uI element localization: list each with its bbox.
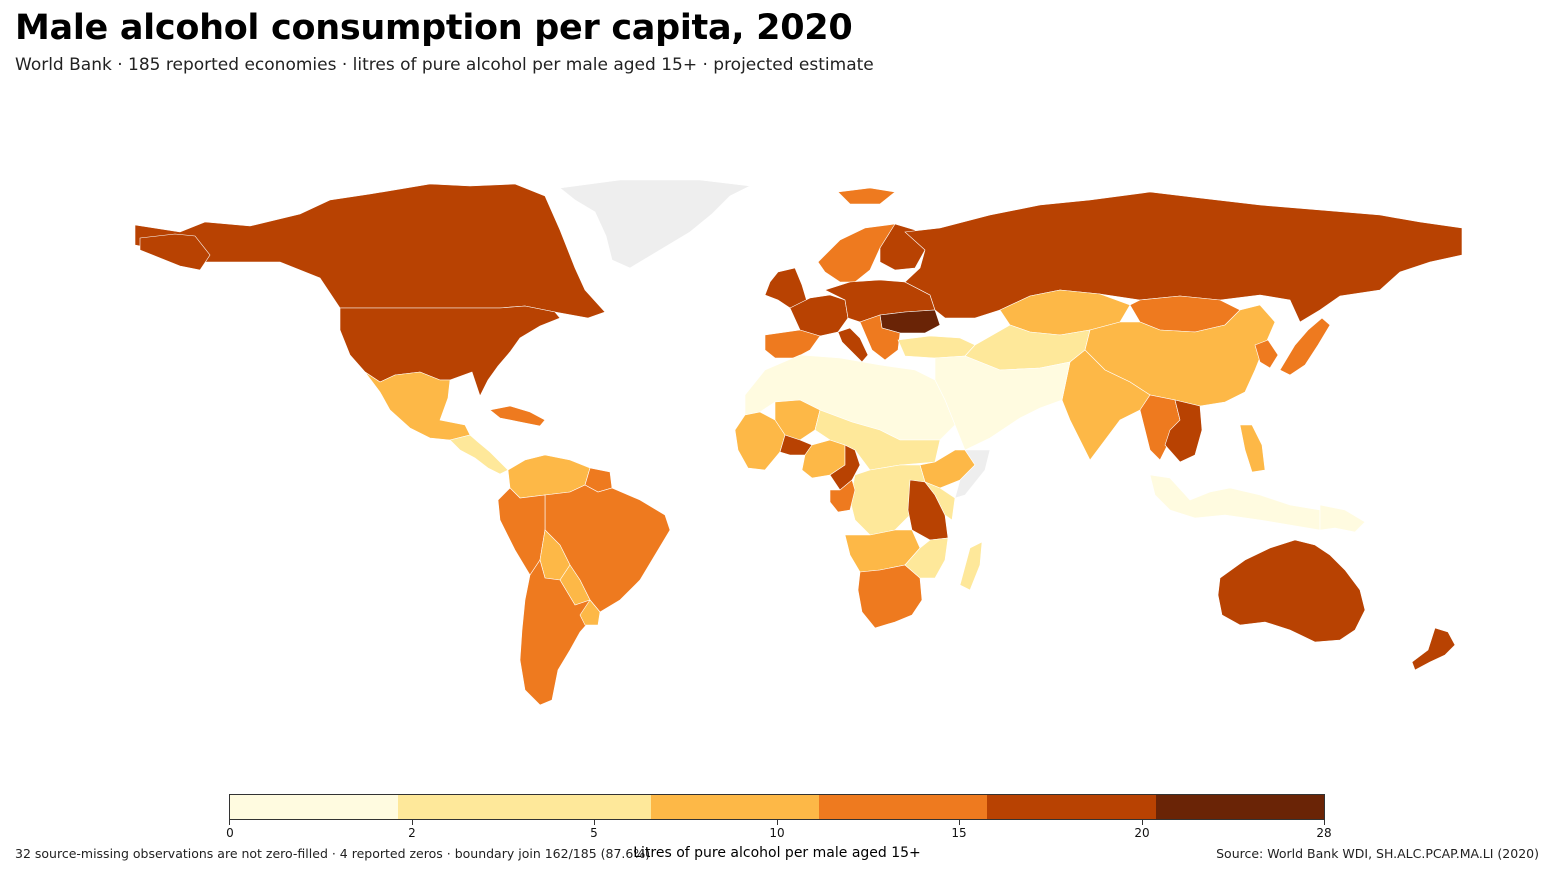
region-iceland (837, 187, 896, 205)
region-philippines (1239, 424, 1266, 473)
legend-tick-label: 2 (408, 826, 416, 840)
legend-tick (229, 820, 230, 825)
legend-title: Litres of pure alcohol per male aged 15+ (633, 845, 921, 861)
region-india (1061, 349, 1151, 461)
legend-tick (412, 820, 413, 825)
region-gabon-congo (829, 479, 856, 513)
legend-bin-4 (987, 795, 1156, 819)
region-middle-east (934, 355, 1071, 451)
map-subtitle: World Bank · 185 reported economies · li… (15, 55, 874, 75)
legend-bin-1 (398, 795, 651, 819)
legend-tick (1324, 820, 1325, 825)
region-greenland (559, 179, 752, 269)
region-madagascar (959, 541, 983, 591)
legend-tick-label: 28 (1316, 826, 1332, 840)
legend-bin-0 (230, 795, 399, 819)
region-mozambique (904, 537, 949, 579)
legend-tick-label: 0 (226, 826, 234, 840)
source-note: Source: World Bank WDI, SH.ALC.PCAP.MA.L… (1216, 846, 1539, 861)
legend-bin-5 (1155, 795, 1324, 819)
region-alaska (139, 233, 211, 271)
choropleth-map (134, 179, 1463, 706)
region-balkans (859, 314, 901, 361)
region-png (1319, 504, 1366, 533)
map-title: Male alcohol consumption per capita, 202… (15, 8, 853, 48)
region-somalia (954, 449, 991, 499)
region-japan (1279, 317, 1331, 376)
region-kenya (924, 481, 956, 521)
region-canada (134, 183, 606, 319)
region-laos-vietnam (1164, 399, 1203, 463)
region-italy (837, 327, 869, 363)
region-mexico (364, 371, 471, 441)
region-southern-africa (857, 564, 923, 629)
region-indonesia-malaysia (1149, 474, 1321, 531)
legend-tick-label: 10 (769, 826, 785, 840)
legend-bin-3 (819, 795, 988, 819)
region-argentina-chile (519, 559, 596, 706)
footnote: 32 source-missing observations are not z… (15, 846, 651, 861)
legend-tick-label: 15 (951, 826, 967, 840)
region-caribbean (489, 405, 546, 427)
region-peru (497, 487, 546, 576)
legend-tick (959, 820, 960, 825)
legend-tick-label: 5 (590, 826, 598, 840)
legend-tick (594, 820, 595, 825)
legend-tick-label: 20 (1134, 826, 1150, 840)
region-central-america (449, 434, 509, 475)
legend-bin-2 (650, 795, 820, 819)
legend-color-bar (229, 794, 1325, 820)
region-korea (1254, 339, 1279, 369)
region-turkey (897, 335, 976, 359)
region-new-zealand (1411, 627, 1456, 671)
region-russia (904, 191, 1463, 323)
legend-tick (1142, 820, 1143, 825)
region-spain-portugal (764, 329, 821, 359)
region-uruguay (579, 599, 601, 626)
legend-tick (777, 820, 778, 825)
region-australia (1217, 539, 1366, 643)
